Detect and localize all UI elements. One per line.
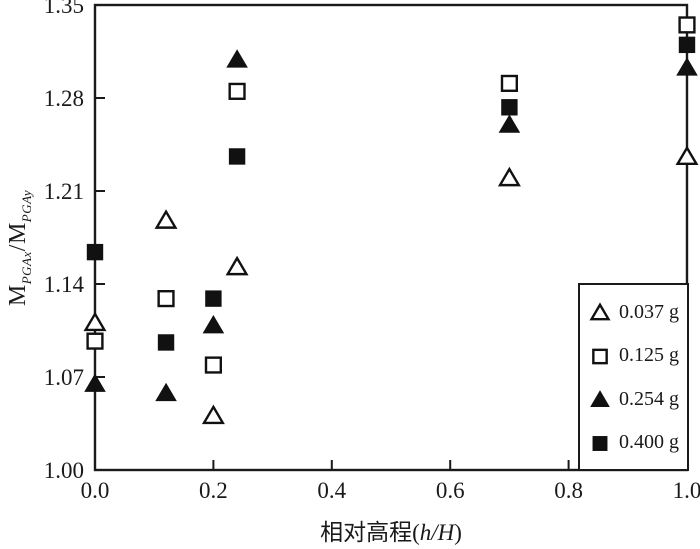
y-tick-label: 1.35 — [44, 0, 84, 18]
y-axis-title-sub2: PGAy — [18, 189, 34, 223]
data-point-square-filled — [501, 99, 518, 116]
legend-marker-icon — [589, 302, 611, 321]
y-axis-title-base2: M — [5, 222, 32, 245]
data-point-square-open — [228, 82, 246, 100]
legend-label: 0.037 g — [619, 300, 679, 323]
data-point-triangle-filled — [202, 315, 225, 334]
y-axis-title: MPGAx/MPGAy — [5, 190, 35, 306]
data-point-square-open — [86, 332, 104, 350]
legend: 0.037 g 0.125 g 0.254 g 0.400 g — [578, 283, 689, 471]
legend-label: 0.400 g — [619, 431, 679, 454]
legend-marker-icon — [589, 346, 611, 365]
data-point-triangle-open — [225, 255, 249, 276]
data-point-triangle-filled — [84, 373, 106, 392]
data-point-square-filled — [228, 148, 246, 165]
triangle-open-icon — [589, 302, 611, 321]
legend-item: 0.037 g — [589, 302, 685, 322]
x-tick-label: 0.2 — [199, 478, 228, 503]
legend-item: 0.400 g — [589, 432, 685, 452]
data-point-square-filled — [678, 36, 696, 54]
data-point-triangle-open — [201, 404, 225, 425]
legend-item: 0.125 g — [589, 345, 685, 365]
square-filled-icon — [592, 435, 608, 451]
data-point-square-open — [157, 290, 175, 308]
square-open-icon — [592, 348, 608, 365]
y-tick-label: 1.07 — [44, 365, 84, 390]
y-tick-label: 1.00 — [44, 458, 84, 483]
data-point-square-filled — [205, 290, 222, 307]
legend-item: 0.254 g — [589, 389, 685, 409]
legend-marker-icon — [589, 433, 611, 452]
x-axis-title-open-paren: ( — [412, 520, 420, 545]
data-point-triangle-open — [497, 166, 521, 187]
data-point-square-open — [204, 356, 223, 374]
x-tick-label: 1.0 — [673, 478, 700, 503]
data-point-square-filled — [86, 243, 104, 261]
y-tick-label: 1.21 — [44, 179, 84, 204]
data-point-triangle-open — [83, 311, 107, 332]
data-point-square-open — [678, 16, 696, 34]
x-axis-title-variable: h/H — [419, 520, 455, 545]
data-point-square-open — [500, 74, 519, 92]
data-point-triangle-open — [154, 209, 178, 229]
y-tick-label: 1.28 — [44, 86, 84, 111]
y-axis-title-sub1: PGAx — [18, 251, 34, 285]
y-tick-label: 1.14 — [44, 272, 85, 297]
x-tick-label: 0.6 — [436, 478, 465, 503]
data-point-triangle-filled — [226, 49, 248, 68]
x-tick-label: 0.4 — [317, 478, 346, 503]
x-tick-label: 0.0 — [81, 478, 110, 503]
x-axis-title-text: 相对高程 — [320, 520, 413, 545]
legend-label: 0.254 g — [619, 387, 679, 410]
x-axis-title-close-paren: ) — [454, 520, 462, 545]
data-point-square-filled — [157, 334, 175, 351]
y-axis-title-base1: M — [5, 284, 32, 307]
legend-marker-icon — [589, 389, 611, 408]
triangle-filled-icon — [590, 390, 610, 408]
y-axis-title-slash: / — [5, 244, 32, 252]
data-point-triangle-open — [675, 145, 699, 166]
plot-border — [93, 3, 689, 472]
data-point-triangle-filled — [498, 114, 521, 133]
x-tick-label: 0.8 — [554, 478, 583, 503]
legend-label: 0.125 g — [619, 344, 679, 367]
data-point-triangle-filled — [155, 382, 177, 402]
x-axis-title: 相对高程(h/H) — [95, 513, 687, 547]
data-point-triangle-filled — [676, 57, 698, 76]
